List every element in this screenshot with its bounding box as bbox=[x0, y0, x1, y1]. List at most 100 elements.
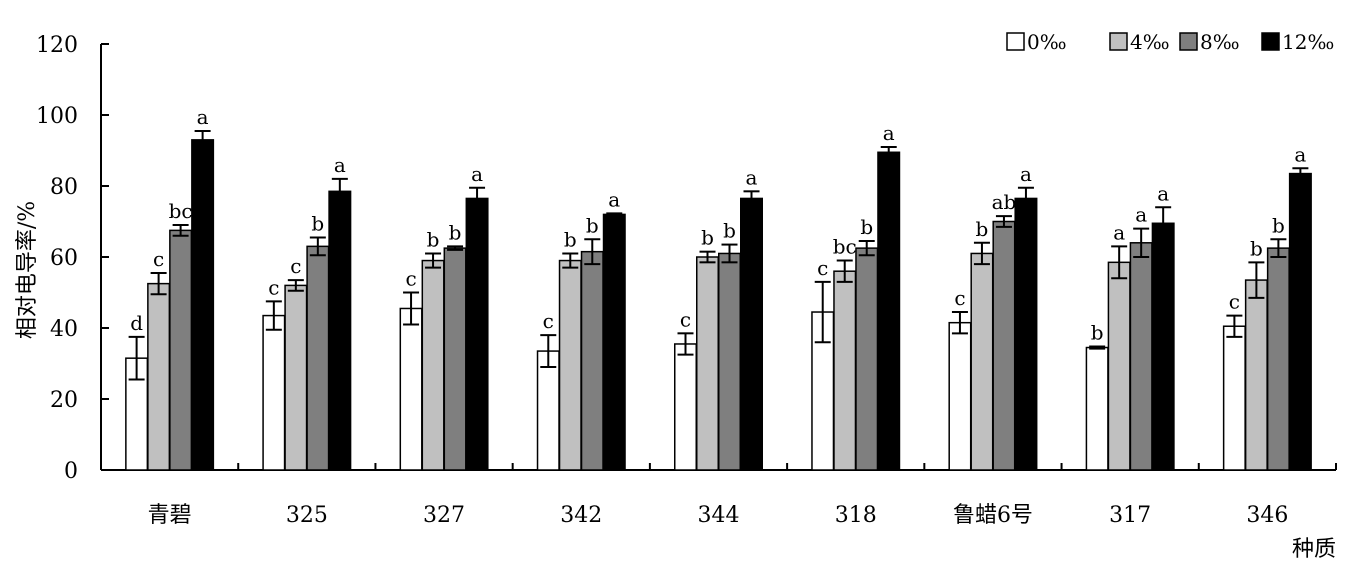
bar bbox=[328, 190, 352, 471]
significance-label: a bbox=[883, 121, 895, 145]
significance-label: a bbox=[471, 162, 483, 186]
significance-label: c bbox=[290, 254, 301, 278]
bar bbox=[970, 252, 994, 471]
significance-label: a bbox=[1135, 203, 1147, 227]
significance-label: a bbox=[1294, 142, 1306, 166]
significance-label: c bbox=[817, 256, 828, 280]
x-axis: 青碧 325 327 342 344 318 鲁蜡6号 317 346 bbox=[101, 463, 1337, 528]
bar bbox=[855, 247, 879, 471]
significance-label: a bbox=[334, 153, 346, 177]
y-tick-label: 100 bbox=[36, 104, 78, 129]
significance-label: a bbox=[1113, 220, 1125, 244]
bar bbox=[1288, 172, 1312, 471]
bar bbox=[1266, 247, 1290, 471]
significance-label: b bbox=[723, 219, 736, 243]
significance-label: b bbox=[449, 220, 462, 244]
legend-swatch bbox=[1006, 32, 1025, 51]
significance-label: b bbox=[860, 215, 873, 239]
legend-item: 8‰ bbox=[1179, 30, 1240, 54]
bar-group: d cbc a bbox=[125, 105, 215, 471]
significance-label: a bbox=[1020, 162, 1032, 186]
significance-label: b bbox=[1272, 213, 1285, 237]
bar bbox=[1107, 261, 1131, 471]
bar bbox=[147, 282, 171, 471]
legend-swatch bbox=[1179, 32, 1198, 51]
legend-label: 8‰ bbox=[1200, 30, 1240, 54]
significance-label: b bbox=[427, 227, 440, 251]
y-tick-label: 40 bbox=[50, 317, 78, 342]
bar bbox=[580, 250, 604, 471]
significance-label: a bbox=[197, 105, 209, 129]
x-tick-label: 317 bbox=[1109, 503, 1151, 528]
significance-label: c bbox=[268, 275, 279, 299]
x-tick-label: 鲁蜡6号 bbox=[953, 503, 1033, 528]
bar bbox=[948, 321, 972, 471]
legend-label: 4‰ bbox=[1130, 30, 1170, 54]
significance-label: c bbox=[1229, 290, 1240, 314]
bar bbox=[284, 284, 308, 471]
legend: 0‰ 4‰ 8‰ 12‰ bbox=[1006, 30, 1334, 54]
significance-label: c bbox=[680, 307, 691, 331]
x-tick-label: 342 bbox=[560, 503, 602, 528]
significance-label: bc bbox=[833, 235, 857, 259]
significance-label: a bbox=[1157, 181, 1169, 205]
significance-label: ab bbox=[992, 190, 1017, 214]
legend-swatch bbox=[1109, 32, 1128, 51]
significance-label: c bbox=[543, 309, 554, 333]
y-tick-label: 60 bbox=[50, 246, 78, 271]
x-tick-label: 318 bbox=[835, 503, 877, 528]
significance-label: c bbox=[405, 267, 416, 291]
bar bbox=[558, 259, 582, 471]
significance-label: bc bbox=[169, 199, 193, 223]
bar bbox=[740, 197, 763, 471]
significance-label: b bbox=[586, 213, 599, 237]
y-tick-label: 80 bbox=[50, 175, 78, 200]
x-tick-label: 325 bbox=[286, 503, 328, 528]
significance-label: a bbox=[608, 187, 620, 211]
bar bbox=[262, 314, 286, 471]
significance-label: c bbox=[153, 247, 164, 271]
bar bbox=[399, 307, 423, 471]
bar bbox=[1151, 222, 1175, 471]
bar bbox=[1085, 346, 1109, 471]
bar bbox=[1244, 279, 1268, 471]
x-tick-label: 344 bbox=[698, 503, 740, 528]
bar bbox=[1222, 325, 1246, 471]
legend-label: 12‰ bbox=[1282, 30, 1334, 54]
bar bbox=[1129, 242, 1153, 471]
significance-label: c bbox=[954, 286, 965, 310]
bar bbox=[1014, 197, 1038, 471]
bar bbox=[421, 259, 445, 471]
bar bbox=[306, 245, 330, 471]
y-tick-label: 20 bbox=[50, 388, 78, 413]
bar bbox=[191, 139, 215, 471]
legend-item: 0‰ bbox=[1006, 30, 1067, 54]
x-tick-label: 346 bbox=[1246, 503, 1288, 528]
legend-label: 0‰ bbox=[1027, 30, 1067, 54]
significance-label: b bbox=[976, 217, 989, 241]
bar bbox=[602, 213, 626, 471]
significance-label: a bbox=[746, 165, 758, 189]
y-tick-label: 120 bbox=[36, 33, 78, 58]
bar bbox=[992, 220, 1016, 471]
significance-label: b bbox=[311, 211, 324, 235]
legend-item: 12‰ bbox=[1261, 30, 1334, 54]
significance-label: b bbox=[564, 227, 577, 251]
bar bbox=[696, 256, 719, 471]
legend-swatch bbox=[1261, 32, 1280, 51]
bar bbox=[536, 350, 560, 471]
y-axis-title: 相对电导率/% bbox=[15, 201, 40, 339]
bar bbox=[465, 197, 489, 471]
bar bbox=[833, 270, 857, 471]
bar bbox=[674, 343, 697, 471]
legend-item: 4‰ bbox=[1109, 30, 1170, 54]
significance-label: d bbox=[130, 311, 143, 335]
